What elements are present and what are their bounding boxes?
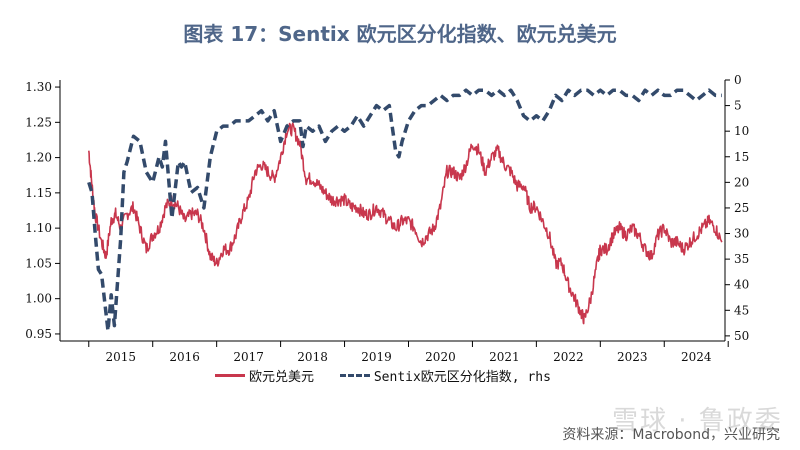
left-tick-label: 0.95 <box>25 327 52 341</box>
right-tick-label: 20 <box>734 175 749 189</box>
x-tick-label: 2019 <box>361 350 392 364</box>
chart-title: 图表 17：Sentix 欧元区分化指数、欧元兑美元 <box>183 22 617 46</box>
legend-item-sentix: Sentix欧元区分化指数, rhs <box>339 366 551 385</box>
x-tick-label: 2022 <box>553 350 584 364</box>
right-tick-label: 40 <box>734 278 749 292</box>
x-tick-label: 2024 <box>681 350 712 364</box>
series-line-sentix <box>87 88 722 333</box>
right-tick-label: 10 <box>734 124 749 138</box>
right-tick-label: 50 <box>734 329 749 343</box>
left-tick-label: 1.30 <box>25 80 52 94</box>
legend-label-eurusd: 欧元兑美元 <box>249 370 315 385</box>
legend-swatch-sentix <box>339 374 370 377</box>
legend-item-eurusd: 欧元兑美元 <box>215 366 314 385</box>
right-tick-label: 0 <box>734 73 742 87</box>
ticks-layer: 0.95 1.00 1.05 1.10 1.15 1.20 1.25 1.30 0 5 10 15 20… <box>25 73 749 364</box>
watermark: 雪球 · 鲁政委 <box>612 406 783 436</box>
x-tick-label: 2017 <box>233 350 264 364</box>
left-tick-label: 1.05 <box>25 256 52 270</box>
x-tick-label: 2021 <box>489 350 520 364</box>
x-tick-label: 2023 <box>617 350 648 364</box>
right-tick-label: 45 <box>734 303 749 317</box>
right-tick-label: 5 <box>734 99 742 113</box>
left-tick-label: 1.10 <box>25 221 52 235</box>
right-tick-label: 15 <box>734 150 749 164</box>
source-note: 资料来源：Macrobond，兴业研究 <box>562 427 780 443</box>
legend: 欧元兑美元 Sentix欧元区分化指数, rhs <box>215 366 569 385</box>
x-tick-label: 2020 <box>425 350 456 364</box>
legend-label-sentix: Sentix欧元区分化指数, rhs <box>373 370 551 385</box>
chart-axes <box>55 79 730 347</box>
left-tick-label: 1.20 <box>25 151 52 165</box>
right-tick-label: 35 <box>734 252 749 266</box>
x-tick-label: 2018 <box>297 350 328 364</box>
right-tick-label: 30 <box>734 227 749 241</box>
x-tick-label: 2016 <box>169 350 200 364</box>
left-tick-label: 1.00 <box>25 292 52 306</box>
series-line-eurusd <box>88 122 723 325</box>
left-tick-label: 1.25 <box>25 115 52 129</box>
series-layer <box>87 88 723 333</box>
legend-swatch-eurusd <box>215 374 245 377</box>
x-tick-label: 2015 <box>105 350 136 364</box>
right-tick-label: 25 <box>734 201 749 215</box>
left-tick-label: 1.15 <box>25 186 52 200</box>
